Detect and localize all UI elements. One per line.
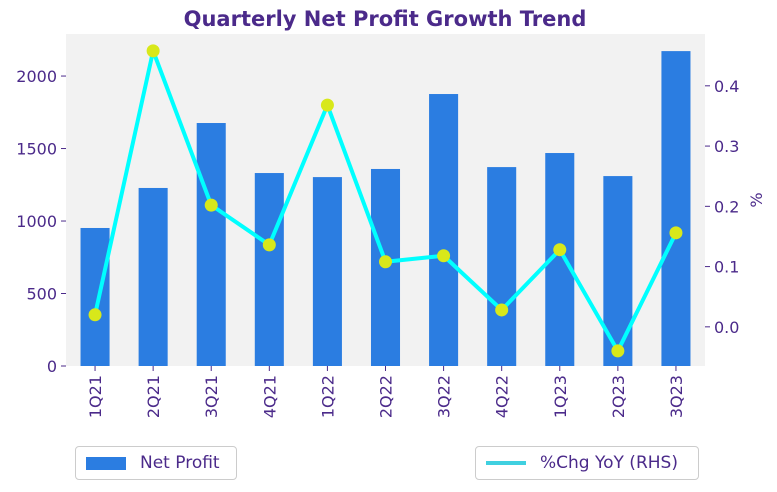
x-tick-label: 2Q23 [609, 375, 628, 418]
x-tick-label: 2Q21 [144, 375, 163, 418]
yoy-point-4Q21 [262, 238, 276, 252]
x-tick-label: 4Q21 [260, 375, 279, 418]
y-tick-label: 500 [26, 285, 57, 304]
yoy-point-2Q21 [146, 44, 160, 58]
bar-4Q21 [254, 173, 284, 366]
x-tick-label: 1Q22 [318, 375, 337, 418]
y2-tick-label: 0.4 [714, 77, 739, 96]
y2-tick-label: 0.3 [714, 137, 739, 156]
x-tick-label: 3Q21 [202, 375, 221, 418]
bar-2Q23 [603, 176, 633, 366]
y-tick-label: 0 [47, 357, 57, 376]
legend-label: Net Profit [140, 453, 220, 473]
y-tick-label: 1500 [16, 140, 57, 159]
x-tick-label: 1Q21 [86, 375, 105, 418]
y2-tick-label: 0.1 [714, 258, 739, 277]
yoy-point-3Q21 [204, 198, 218, 212]
chart-title: Quarterly Net Profit Growth Trend [184, 7, 587, 31]
yoy-point-1Q22 [320, 98, 334, 112]
legend-chg-yoy: %Chg YoY (RHS) [475, 446, 699, 480]
yoy-point-2Q23 [611, 344, 625, 358]
bar-2Q21 [138, 187, 168, 366]
bar-3Q23 [661, 51, 691, 366]
yoy-point-1Q21 [88, 308, 102, 322]
legend-net-profit: Net Profit [75, 446, 237, 480]
legend-line-swatch [486, 461, 526, 465]
yoy-point-1Q23 [553, 243, 567, 257]
y2-tick-label: 0.2 [714, 197, 739, 216]
y2-axis-label: % [747, 192, 766, 207]
x-tick-label: 3Q23 [667, 375, 686, 418]
bar-3Q21 [196, 123, 226, 366]
bar-4Q22 [487, 167, 517, 366]
bar-1Q22 [312, 177, 342, 366]
bar-1Q21 [80, 227, 110, 366]
yoy-point-3Q22 [437, 249, 451, 263]
y2-tick-label: 0.0 [714, 318, 739, 337]
y-tick-label: 1000 [16, 212, 57, 231]
legend-bar-swatch [86, 456, 126, 470]
x-tick-label: 3Q22 [435, 375, 454, 418]
yoy-point-3Q23 [669, 226, 683, 240]
x-tick-label: 4Q22 [493, 375, 512, 418]
yoy-point-2Q22 [379, 255, 392, 269]
x-tick-label: 2Q22 [377, 375, 396, 418]
x-tick-label: 1Q23 [551, 375, 570, 418]
y-tick-label: 2000 [16, 67, 57, 86]
yoy-point-4Q22 [495, 303, 509, 317]
legend-label: %Chg YoY (RHS) [540, 453, 678, 473]
bar-3Q22 [429, 94, 459, 366]
